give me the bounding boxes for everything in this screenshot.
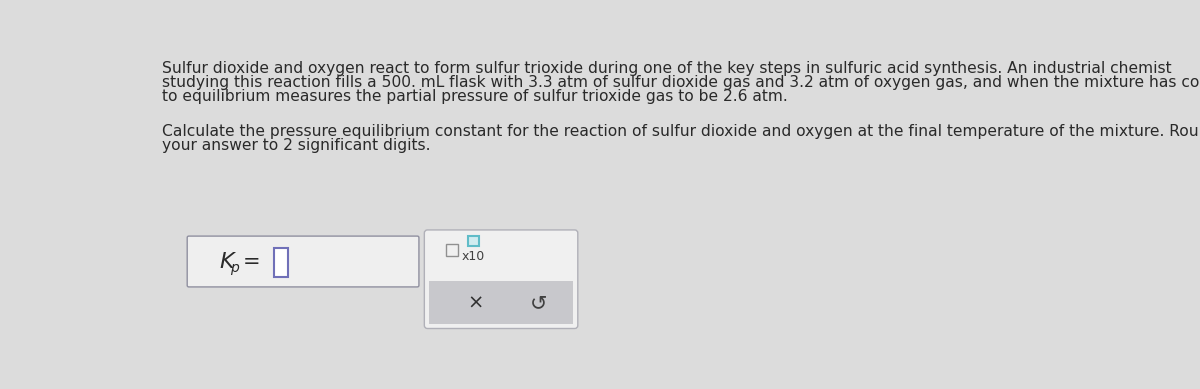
Text: =: = [242,252,260,272]
FancyBboxPatch shape [446,244,458,256]
FancyBboxPatch shape [425,230,578,328]
Text: your answer to 2 significant digits.: your answer to 2 significant digits. [162,138,430,153]
Polygon shape [430,281,574,324]
Text: Calculate the pressure equilibrium constant for the reaction of sulfur dioxide a: Calculate the pressure equilibrium const… [162,124,1200,139]
Text: to equilibrium measures the partial pressure of sulfur trioxide gas to be 2.6 at: to equilibrium measures the partial pres… [162,89,787,104]
Text: K: K [220,252,234,272]
FancyBboxPatch shape [468,236,479,246]
FancyBboxPatch shape [187,236,419,287]
Text: x10: x10 [462,250,485,263]
Text: p: p [230,261,239,275]
FancyBboxPatch shape [274,248,288,277]
Text: ×: × [467,294,484,313]
Text: Sulfur dioxide and oxygen react to form sulfur trioxide during one of the key st: Sulfur dioxide and oxygen react to form … [162,61,1171,75]
Text: studying this reaction fills a 500. mL flask with 3.3 atm of sulfur dioxide gas : studying this reaction fills a 500. mL f… [162,75,1200,90]
Text: ↺: ↺ [530,293,547,313]
